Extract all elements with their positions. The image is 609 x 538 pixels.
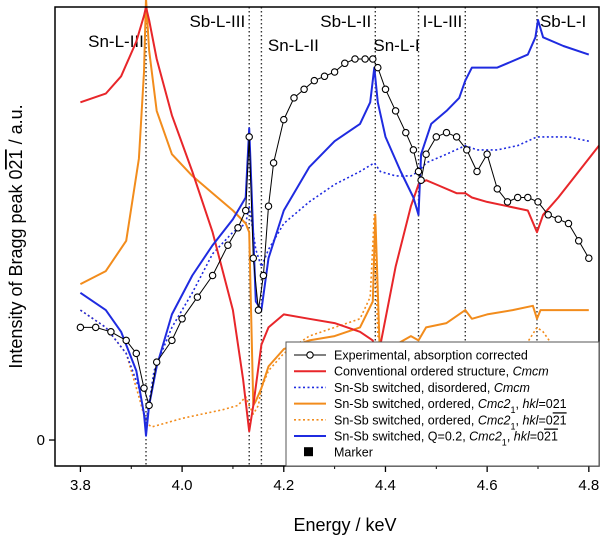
data-point: [391, 107, 400, 115]
data-point: [76, 323, 85, 332]
legend-label: Sn-Sb switched, Q=0.2, Cmc21, hkl=021: [334, 430, 558, 448]
data-point: [422, 150, 430, 158]
data-point: [168, 336, 176, 345]
series-line-dis: [79, 136, 589, 424]
data-point: [564, 219, 573, 228]
data-point: [414, 167, 423, 176]
legend-label: Marker: [334, 446, 373, 460]
data-point: [513, 193, 522, 202]
edge-label: Sn-L-I: [373, 36, 419, 55]
legend-item-ord0-21: Sn-Sb switched, ordered, Cmc21, hkl=021: [294, 413, 567, 431]
legend-label: Sn-Sb switched, ordered, Cmc21, hkl=021: [334, 413, 567, 431]
edge-label: Sb-L-II: [320, 12, 371, 31]
data-point: [320, 72, 329, 81]
data-point: [402, 128, 410, 137]
x-axis-title: Energy / keV: [293, 515, 396, 535]
data-point: [534, 198, 542, 206]
data-point: [409, 146, 418, 154]
data-point: [463, 146, 471, 154]
legend-marker-circle: [306, 351, 314, 359]
data-point: [107, 328, 115, 336]
data-point: [310, 76, 319, 85]
y-axis-title: Intensity of Bragg peak 021 / a.u.: [6, 104, 26, 368]
data-point: [483, 150, 491, 158]
data-point: [503, 198, 512, 206]
data-point: [361, 55, 369, 63]
data-point: [300, 85, 308, 94]
y-tick-label: 0: [37, 432, 45, 449]
x-tick-label: 4.8: [578, 477, 599, 494]
x-tick-label: 4.6: [477, 477, 498, 494]
data-point: [374, 63, 382, 72]
legend-label: Experimental, absorption corrected: [334, 349, 528, 363]
data-point: [330, 68, 339, 76]
legend-label: Sn-Sb switched, ordered, Cmc21, hkl=021: [334, 397, 567, 415]
legend-item-exp: Experimental, absorption corrected: [294, 349, 528, 363]
x-tick-label: 4.0: [172, 477, 193, 494]
data-point: [140, 384, 148, 392]
legend-item-q02: Sn-Sb switched, Q=0.2, Cmc21, hkl=021: [294, 430, 558, 448]
axis-ticks: 3.8 4.0 4.2 4.4 4.6 4.8 0: [37, 432, 600, 494]
data-point: [269, 159, 278, 167]
data-point: [234, 224, 242, 232]
absorption-edges: Sn-L-III Sb-L-III Sn-L-IISb-L-IISn-L-II-L-…: [88, 7, 586, 466]
data-point: [152, 358, 161, 366]
legend-label: Sn-Sb switched, disordered, Cmcm: [334, 381, 530, 395]
x-tick-label: 4.2: [273, 477, 294, 494]
data-point: [224, 241, 232, 249]
data-point: [351, 55, 359, 63]
data-point: [585, 254, 593, 262]
legend-marker-square: [304, 447, 313, 457]
data-point: [452, 133, 461, 141]
data-point: [264, 202, 273, 210]
data-point: [493, 185, 502, 193]
legend: Experimental, absorption corrected Conven…: [285, 341, 600, 467]
legend-item-dis: Sn-Sb switched, disordered, Cmcm: [294, 381, 530, 395]
edge-label: Sn-L-III: [88, 32, 144, 51]
data-point: [341, 59, 349, 68]
edge-label: Sn-L-II: [268, 36, 319, 55]
x-tick-label: 4.4: [375, 477, 396, 494]
data-point: [280, 115, 288, 124]
data-point: [554, 215, 563, 223]
data-point: [132, 349, 141, 358]
data-point: [91, 323, 100, 332]
data-point: [432, 133, 441, 141]
legend-box: [285, 341, 600, 467]
data-point: [473, 167, 481, 176]
data-point: [254, 306, 263, 314]
series-line-ord021: [79, 0, 589, 407]
x-tick-label: 3.8: [70, 477, 91, 494]
data-point: [369, 55, 377, 63]
legend-item-conv: Conventional ordered structure, Cmcm: [294, 365, 549, 379]
data-point: [442, 128, 451, 137]
data-point: [122, 336, 130, 345]
edge-label: Sb-L-III: [189, 12, 245, 31]
data-point: [208, 271, 217, 280]
edge-label: I-L-III: [423, 12, 463, 31]
data-point: [524, 193, 532, 202]
data-point: [574, 237, 583, 245]
data-point: [145, 401, 153, 410]
data-point: [241, 206, 250, 215]
legend-item-marker: Marker: [304, 446, 373, 460]
data-point: [381, 85, 390, 94]
legend-label: Conventional ordered structure, Cmcm: [334, 365, 549, 379]
data-point: [245, 133, 253, 141]
data-point: [193, 293, 202, 301]
data-point: [290, 94, 298, 102]
data-point: [178, 315, 186, 323]
edge-label: Sb-L-I: [540, 12, 586, 31]
data-point: [259, 271, 268, 280]
series-line-conv: [80, 6, 600, 433]
data-point: [417, 176, 425, 184]
legend-item-ord021: Sn-Sb switched, ordered, Cmc21, hkl=021: [294, 397, 567, 415]
data-point: [249, 254, 258, 262]
data-point: [544, 211, 552, 219]
